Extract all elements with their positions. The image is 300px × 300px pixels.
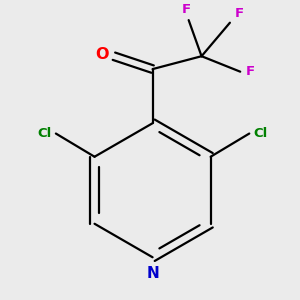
Text: F: F [245, 65, 254, 78]
Text: F: F [182, 3, 190, 16]
Text: Cl: Cl [38, 127, 52, 140]
Text: N: N [146, 266, 159, 280]
Text: Cl: Cl [253, 127, 267, 140]
Text: F: F [235, 7, 244, 20]
Text: O: O [95, 47, 109, 62]
